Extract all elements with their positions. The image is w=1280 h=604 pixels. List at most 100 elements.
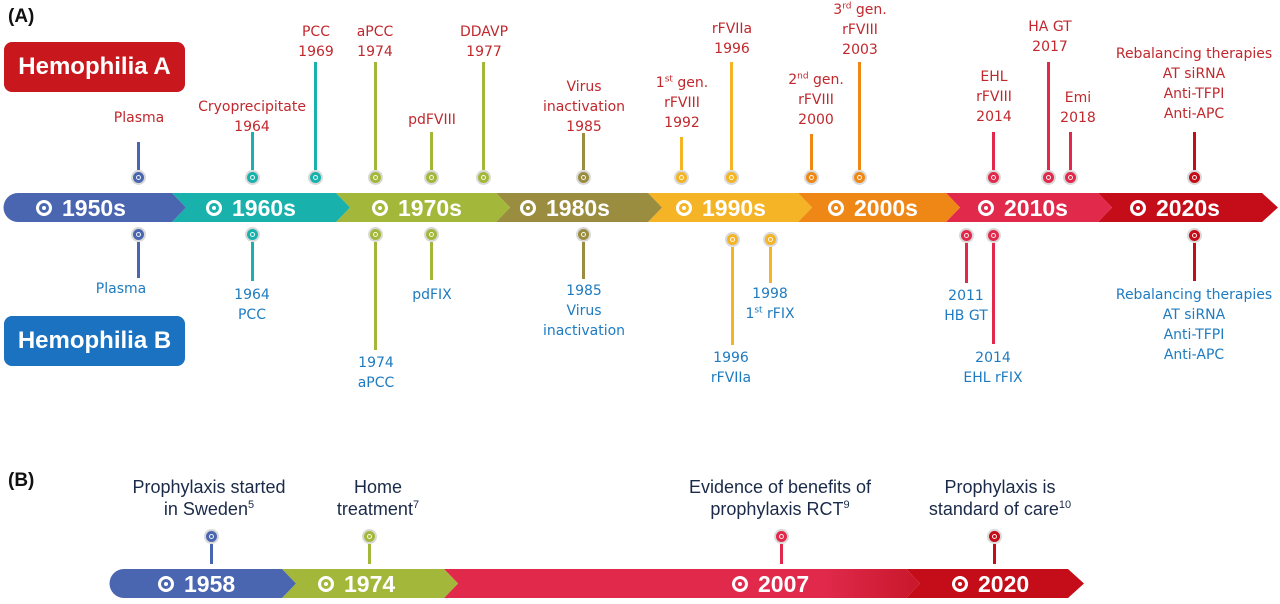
pin-a-cryo: [245, 170, 260, 185]
stem-b-hbgt: [965, 243, 968, 283]
decade-dot-icon: [828, 200, 844, 216]
stem-b-apcc: [374, 242, 377, 350]
event-b-apcc: 1974 aPCC: [357, 355, 395, 391]
stem-a-cryo: [251, 132, 254, 170]
stem-a-emi: [1069, 132, 1072, 170]
event-a-rebal: Rebalancing therapies AT siRNA Anti-TFPI An…: [1115, 46, 1273, 122]
event-a-rfviii-1: 1st gen. rFVIII 1992: [655, 74, 709, 131]
pin-a-rfviii-2: [804, 170, 819, 185]
decade-text: 2020s: [1156, 194, 1220, 221]
year-dot-icon: [158, 576, 174, 592]
stem-a-ddavp: [482, 62, 485, 170]
decade-label-1970s: 1970s: [372, 193, 462, 223]
pin-b-pcc: [245, 227, 260, 242]
decade-text: 2010s: [1004, 194, 1068, 221]
decade-dot-icon: [520, 200, 536, 216]
panel-a: (A) Hemophilia A Hemophilia B 1950s 1960s…: [3, 1, 1278, 391]
year-segment-2007: [444, 569, 920, 598]
year-text: 1974: [344, 570, 396, 597]
stem-b-rfviia: [731, 247, 734, 345]
pin-2020: [987, 529, 1002, 544]
stem-2007: [780, 544, 783, 564]
hemophilia-b-badge: Hemophilia B: [4, 316, 185, 366]
event-a-plasma: Plasma: [113, 110, 165, 126]
decade-label-1980s: 1980s: [520, 193, 610, 223]
pin-a-rfviia: [724, 170, 739, 185]
event-a-ddavp: DDAVP 1977: [459, 24, 509, 60]
pin-b-ehl: [986, 228, 1001, 243]
stem-b-rfix: [769, 247, 772, 283]
event-1958: Prophylaxis started in Sweden5: [132, 477, 286, 519]
event-b-rfviia: 1996 rFVIIa: [710, 350, 752, 386]
event-a-pdfviii: pdFVIII: [408, 112, 456, 128]
decade-text: 1960s: [232, 194, 296, 221]
decade-dot-icon: [206, 200, 222, 216]
decade-text: 1950s: [62, 194, 126, 221]
event-b-ehl: 2014 EHL rFIX: [963, 350, 1023, 386]
pin-a-virus: [576, 170, 591, 185]
event-1974: Home treatment7: [336, 477, 420, 519]
pin-a-hagt: [1041, 170, 1056, 185]
pin-b-pdfix: [424, 227, 439, 242]
decade-label-1950s: 1950s: [36, 193, 126, 223]
pin-b-plasma: [131, 227, 146, 242]
pin-a-rebal: [1187, 170, 1202, 185]
pin-b-virus: [576, 227, 591, 242]
year-text: 2020: [978, 570, 1030, 597]
event-b-virus: 1985 Virus inactivation: [542, 283, 626, 339]
pin-b-hbgt: [959, 228, 974, 243]
year-dot-icon: [318, 576, 334, 592]
pin-a-emi: [1063, 170, 1078, 185]
event-a-pcc: PCC 1969: [298, 24, 334, 60]
decade-label-1960s: 1960s: [206, 193, 296, 223]
year-label-2007: 2007: [732, 569, 809, 599]
pin-a-ehl: [986, 170, 1001, 185]
stem-a-virus: [582, 133, 585, 170]
year-segment-1958: [109, 569, 297, 598]
event-a-apcc: aPCC 1974: [356, 24, 394, 60]
stem-a-plasma: [137, 142, 140, 170]
pin-b-rfviia: [725, 232, 740, 247]
stem-b-rebal: [1193, 243, 1196, 281]
stem-a-rfviia: [730, 62, 733, 170]
year-label-1974: 1974: [318, 569, 395, 599]
timeline-a-arrow: [3, 193, 1278, 222]
pin-a-rfviii-1: [674, 170, 689, 185]
event-a-cryo: Cryoprecipitate 1964: [198, 99, 306, 135]
event-a-rfviii-3: 3rd gen. rFVIII 2003: [833, 1, 887, 58]
pin-b-apcc: [368, 227, 383, 242]
year-label-2020: 2020: [952, 569, 1029, 599]
stem-a-hagt: [1047, 62, 1050, 170]
decade-label-2020s: 2020s: [1130, 193, 1220, 223]
year-label-1958: 1958: [158, 569, 235, 599]
event-b-pcc: 1964 PCC: [234, 287, 270, 323]
event-a-emi: Emi 2018: [1060, 90, 1096, 126]
hemophilia-a-badge: Hemophilia A: [4, 42, 185, 92]
decade-dot-icon: [676, 200, 692, 216]
year-dot-icon: [732, 576, 748, 592]
event-b-rfix: 1998 1st rFIX: [745, 286, 795, 322]
decade-label-2010s: 2010s: [978, 193, 1068, 223]
pin-1958: [204, 529, 219, 544]
event-a-ehl: EHL rFVIII 2014: [976, 69, 1012, 125]
year-text: 1958: [184, 570, 236, 597]
pin-1974: [362, 529, 377, 544]
decade-label-1990s: 1990s: [676, 193, 766, 223]
pin-b-rfix: [763, 232, 778, 247]
pin-a-pdfviii: [424, 170, 439, 185]
stem-2020: [993, 544, 996, 564]
stem-a-rfviii-3: [858, 62, 861, 170]
decade-segment-1990s: [648, 193, 812, 222]
pin-2007: [774, 529, 789, 544]
stem-a-ehl: [992, 132, 995, 170]
year-text: 2007: [758, 570, 810, 597]
decade-text: 1980s: [546, 194, 610, 221]
stem-b-pdfix: [430, 242, 433, 280]
decade-text: 1990s: [702, 194, 766, 221]
stem-1974: [368, 544, 371, 564]
event-2020: Prophylaxis is standard of care10: [928, 477, 1072, 519]
stem-a-rebal: [1193, 132, 1196, 170]
decade-dot-icon: [36, 200, 52, 216]
pin-a-rfviii-3: [852, 170, 867, 185]
event-a-hagt: HA GT 2017: [1028, 19, 1072, 55]
